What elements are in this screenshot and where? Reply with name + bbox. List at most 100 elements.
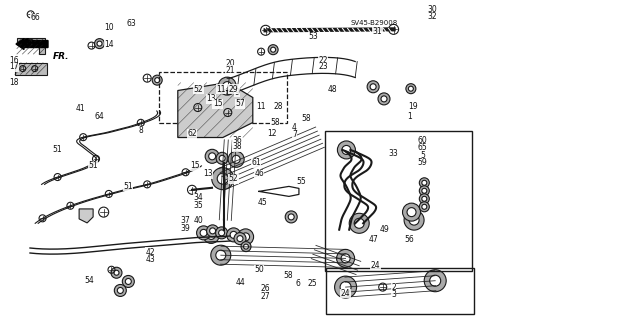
Text: 20: 20	[225, 59, 236, 68]
Text: 31: 31	[372, 27, 383, 36]
Text: 54: 54	[84, 276, 95, 285]
Circle shape	[409, 215, 419, 225]
Text: 38: 38	[232, 142, 242, 151]
Circle shape	[241, 241, 251, 252]
Circle shape	[204, 227, 219, 243]
Circle shape	[228, 151, 244, 167]
Text: 30: 30	[427, 5, 437, 14]
Circle shape	[288, 214, 294, 220]
Text: 32: 32	[427, 12, 437, 21]
Circle shape	[285, 211, 297, 223]
Circle shape	[212, 168, 234, 189]
Circle shape	[152, 75, 162, 85]
Circle shape	[219, 155, 225, 161]
Text: 60: 60	[417, 136, 428, 145]
Text: 33: 33	[388, 149, 399, 158]
Circle shape	[200, 229, 207, 236]
Text: 27: 27	[260, 292, 271, 300]
Circle shape	[378, 93, 390, 105]
Text: 51: 51	[123, 182, 133, 191]
Text: 10: 10	[104, 23, 114, 32]
Circle shape	[207, 231, 215, 240]
Text: 49: 49	[379, 225, 389, 234]
Text: 55: 55	[296, 177, 306, 186]
Circle shape	[349, 213, 369, 233]
Text: 35: 35	[193, 201, 204, 210]
Text: 53: 53	[308, 32, 319, 41]
Circle shape	[216, 227, 228, 239]
Circle shape	[205, 149, 219, 163]
Circle shape	[404, 210, 424, 230]
Circle shape	[216, 152, 228, 164]
Text: 58: 58	[270, 118, 280, 127]
Text: 5: 5	[420, 151, 425, 160]
Text: 28: 28	[274, 102, 283, 111]
Circle shape	[403, 203, 420, 221]
Circle shape	[408, 86, 413, 91]
Circle shape	[209, 153, 216, 160]
Circle shape	[367, 81, 379, 93]
Text: 50: 50	[254, 265, 264, 274]
Circle shape	[155, 78, 160, 83]
Circle shape	[422, 188, 427, 193]
Text: 39: 39	[180, 224, 191, 233]
Text: 51: 51	[52, 145, 63, 154]
Text: 34: 34	[193, 193, 204, 202]
Circle shape	[337, 249, 355, 267]
Circle shape	[335, 276, 356, 298]
Text: 8: 8	[138, 126, 143, 135]
Circle shape	[419, 194, 429, 204]
Text: 48: 48	[328, 85, 338, 94]
Text: 25: 25	[307, 279, 317, 288]
Circle shape	[354, 218, 364, 228]
Text: 51: 51	[88, 161, 98, 170]
Text: 41: 41	[75, 104, 85, 113]
Text: 1: 1	[407, 112, 412, 121]
Circle shape	[406, 84, 416, 94]
Text: 2: 2	[391, 283, 396, 292]
Text: 17: 17	[9, 63, 19, 71]
Circle shape	[196, 226, 211, 240]
Text: 11: 11	[257, 102, 266, 111]
Circle shape	[97, 41, 102, 46]
Circle shape	[111, 267, 122, 278]
Polygon shape	[17, 38, 45, 54]
Circle shape	[419, 178, 429, 188]
Circle shape	[422, 180, 427, 185]
Text: FR.: FR.	[53, 52, 70, 61]
Text: 13: 13	[203, 169, 213, 178]
Text: 26: 26	[260, 284, 271, 293]
Circle shape	[117, 287, 124, 293]
Text: 14: 14	[104, 40, 114, 49]
Text: 18: 18	[10, 78, 19, 87]
Circle shape	[419, 202, 429, 212]
Circle shape	[242, 233, 250, 241]
Circle shape	[227, 228, 241, 242]
Circle shape	[218, 77, 236, 95]
Text: 12: 12	[268, 130, 276, 138]
Text: 24: 24	[371, 261, 381, 270]
Text: 11: 11	[216, 85, 225, 94]
Text: 6: 6	[295, 279, 300, 288]
Text: 37: 37	[180, 216, 191, 225]
Circle shape	[210, 228, 216, 234]
Text: 24: 24	[340, 289, 351, 298]
Circle shape	[122, 276, 134, 287]
Circle shape	[271, 47, 276, 52]
Text: 44: 44	[235, 278, 245, 287]
Circle shape	[268, 45, 278, 55]
Circle shape	[114, 270, 119, 275]
Text: 59: 59	[417, 158, 428, 167]
Text: 4: 4	[292, 123, 297, 132]
Text: 7: 7	[292, 130, 297, 139]
Circle shape	[370, 84, 376, 90]
Text: 42: 42	[145, 248, 156, 256]
Circle shape	[115, 285, 126, 296]
Circle shape	[234, 233, 246, 245]
Text: 66: 66	[30, 13, 40, 22]
Text: 52: 52	[193, 85, 204, 94]
Circle shape	[207, 225, 219, 237]
Polygon shape	[178, 83, 253, 137]
Text: 40: 40	[193, 216, 204, 225]
Circle shape	[243, 244, 248, 249]
